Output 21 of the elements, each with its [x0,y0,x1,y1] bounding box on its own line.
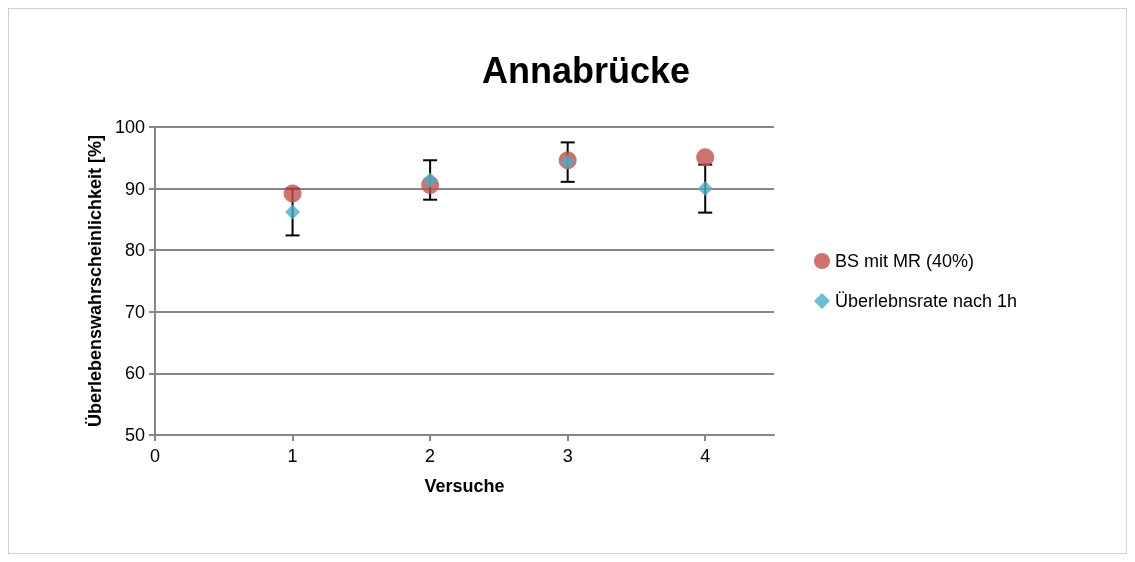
x-tick-label: 4 [700,446,711,466]
y-tick-label: 90 [124,178,145,199]
y-tick-label: 80 [124,240,145,261]
legend-label: BS mit MR (40%) [835,251,975,271]
y-tick-label: 70 [124,301,145,322]
point [422,172,438,188]
y-tick-label: 50 [124,425,145,445]
point [697,181,713,197]
chart-title: Annabrücke [481,49,691,91]
x-axis-title: Versuche [424,476,505,496]
x-tick-label: 1 [287,446,298,466]
x-tick-label: 3 [562,446,573,466]
y-axis-title: Überlebenswahrscheinlichkeit [%] [85,134,106,428]
legend-label: Überlebnsrate nach 1h [835,291,1018,311]
y-tick-label: 100 [114,117,145,137]
point [696,148,715,167]
point [285,204,301,220]
y-tick-label: 60 [124,363,145,384]
x-tick-label: 0 [149,446,161,466]
point [283,184,302,203]
x-tick-label: 2 [425,446,436,466]
